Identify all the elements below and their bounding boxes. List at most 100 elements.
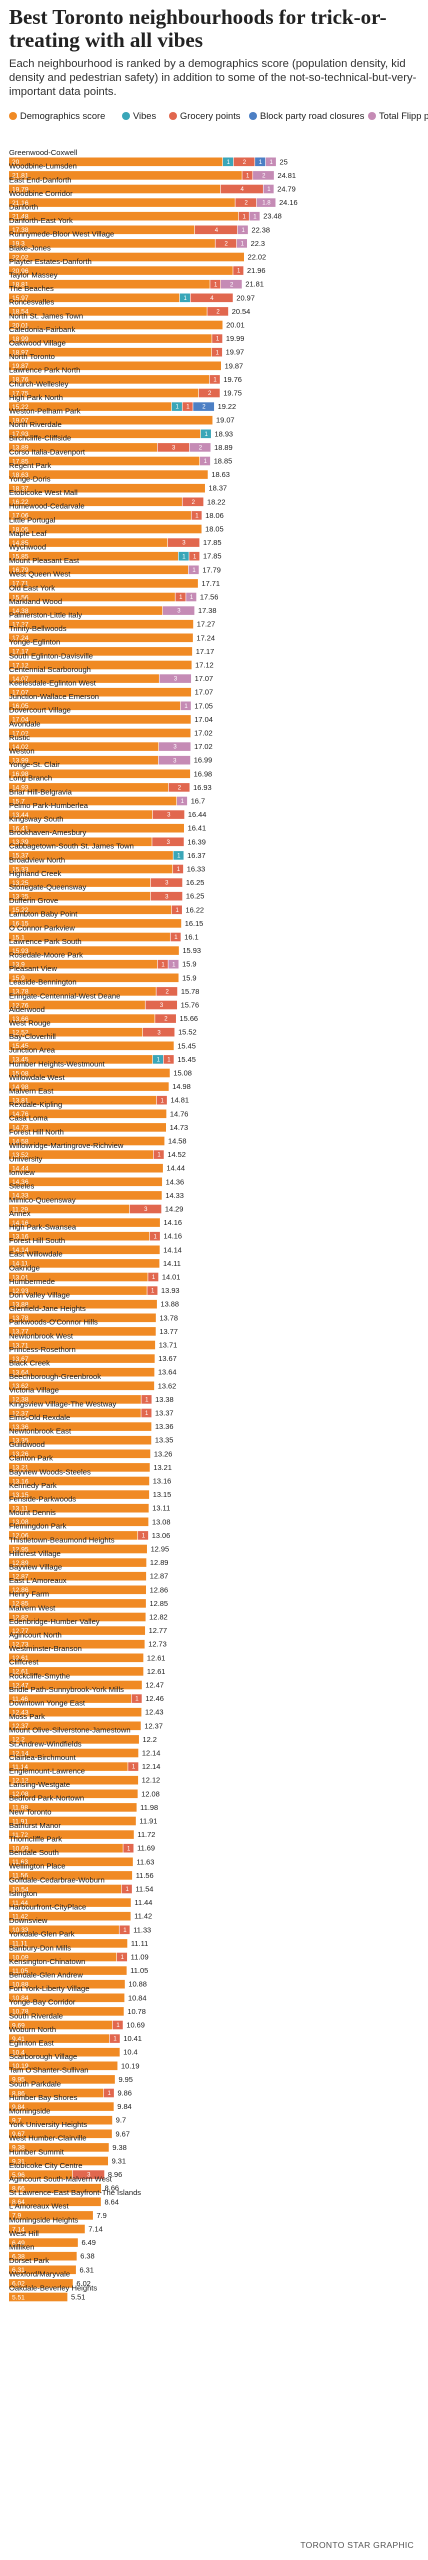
total-value-label: 16.98 xyxy=(194,769,213,778)
segment-value-label: 1 xyxy=(241,228,245,234)
bar-segment-demographics xyxy=(9,1272,148,1282)
row-label: Kensington-Chinatown xyxy=(9,1957,85,1966)
total-value-label: 12.61 xyxy=(147,1667,166,1676)
total-value-label: 11.42 xyxy=(134,1912,152,1921)
row-label: Cabbagetown-South St. James Town xyxy=(9,842,134,851)
total-value-label: 13.62 xyxy=(158,1381,177,1390)
segment-value-label: 11.46 xyxy=(12,1696,28,1703)
row-label: Lawrence Park North xyxy=(9,366,80,375)
segment-value-label: 17.04 xyxy=(12,717,29,724)
total-value-label: 14.73 xyxy=(170,1123,189,1132)
total-value-label: 17.02 xyxy=(194,729,213,738)
total-value-label: 9.31 xyxy=(112,2157,126,2166)
bar-segment-vibes xyxy=(179,293,190,303)
bar-segment-demographics xyxy=(9,1558,147,1567)
total-value-label: 9.86 xyxy=(118,2089,132,2098)
segment-value-label: 3 xyxy=(172,446,176,452)
bar-segment-grocery xyxy=(212,334,223,343)
bar-segment-demographics xyxy=(9,2061,118,2071)
total-value-label: 14.81 xyxy=(170,1096,189,1105)
bar-segment-demographics xyxy=(9,1694,132,1703)
row-label: Scarborough Village xyxy=(9,2052,77,2061)
segment-value-label: 2 xyxy=(165,990,169,996)
bar-segment-demographics xyxy=(9,2102,114,2111)
bar-segment-demographics xyxy=(9,1163,163,1173)
chart-legend: Demographics score Vibes Grocery points … xyxy=(9,110,428,137)
segment-value-label: 1 xyxy=(182,554,186,560)
total-value-label: 20.01 xyxy=(226,321,245,330)
total-value-label: 17.07 xyxy=(195,688,214,697)
bar-segment-demographics xyxy=(9,2265,76,2275)
bar-segment-demographics xyxy=(9,1735,139,1744)
bar-segment-demographics xyxy=(9,2034,110,2043)
segment-value-label: 13.45 xyxy=(12,1057,29,1064)
bar-segment-demographics xyxy=(9,1449,151,1459)
bar-segment-demographics xyxy=(9,1993,125,2003)
segment-value-label: 1 xyxy=(243,214,247,220)
bar-segment-grocery xyxy=(103,2088,114,2098)
row-label: Briar Hill-Belgravia xyxy=(9,787,73,796)
total-value-label: 16.39 xyxy=(187,837,206,846)
total-value-label: 16.15 xyxy=(185,919,204,928)
bar-segment-flipp xyxy=(253,171,274,180)
total-value-label: 19.75 xyxy=(223,389,242,398)
legend-label-grocery: Grocery points xyxy=(180,111,241,121)
total-value-label: 11.72 xyxy=(137,1830,155,1839)
segment-value-label: 2 xyxy=(225,242,229,248)
total-value-label: 11.98 xyxy=(140,1803,158,1812)
segment-value-label: 2 xyxy=(164,1017,168,1023)
total-value-label: 24.81 xyxy=(277,171,296,180)
segment-value-label: 12.82 xyxy=(12,1614,29,1621)
row-label: Avondale xyxy=(9,719,41,728)
row-label: Kingsview Village-The Westway xyxy=(9,1399,117,1408)
chart-subtitle: Each neighbourhood is ranked by a demogr… xyxy=(9,58,417,99)
bar-segment-demographics xyxy=(9,1667,144,1676)
bar-segment-grocery xyxy=(131,1694,142,1703)
total-value-label: 19.07 xyxy=(216,416,235,425)
bar-segment-demographics xyxy=(9,2129,112,2139)
bar-segment-grocery xyxy=(170,932,181,942)
row-label: Beechborough-Greenbrook xyxy=(9,1372,101,1381)
bar-segment-grocery xyxy=(141,1395,152,1404)
bar-segment-demographics xyxy=(9,1979,125,1989)
bar-segment-demographics xyxy=(9,701,181,711)
segment-value-label: 1 xyxy=(179,595,183,601)
total-value-label: 11.69 xyxy=(137,1844,155,1853)
total-value-label: 17.12 xyxy=(195,661,214,670)
legend-label-vibes: Vibes xyxy=(133,111,157,121)
bar-segment-demographics xyxy=(9,1068,170,1078)
segment-value-label: 13.77 xyxy=(12,1329,29,1336)
total-value-label: 12.37 xyxy=(144,1721,163,1730)
row-label: Flemingdon Park xyxy=(9,1522,67,1531)
segment-value-label: 1 xyxy=(157,1153,161,1159)
segment-value-label: 1 xyxy=(216,337,220,343)
total-value-label: 18.85 xyxy=(214,457,233,466)
segment-value-label: 1 xyxy=(135,1697,139,1703)
segment-value-label: 8.66 xyxy=(12,2186,25,2193)
bar-segment-demographics xyxy=(9,2143,109,2152)
bar-segment-demographics xyxy=(9,171,242,180)
total-value-label: 17.17 xyxy=(196,647,215,656)
segment-value-label: 17.06 xyxy=(12,513,29,520)
segment-value-label: 1 xyxy=(151,1289,155,1295)
bar-segment-demographics xyxy=(9,1340,156,1350)
bar-segment-demographics xyxy=(9,1218,160,1227)
bar-segment-demographics xyxy=(9,266,233,275)
segment-value-label: 12.73 xyxy=(12,1642,29,1649)
bar-segment-demographics xyxy=(9,470,208,479)
total-value-label: 17.71 xyxy=(201,579,220,588)
segment-value-label: 13.25 xyxy=(12,894,29,901)
segment-value-label: 6.02 xyxy=(12,2281,25,2288)
total-value-label: 17.85 xyxy=(203,552,222,561)
bar-segment-demographics xyxy=(9,1231,150,1241)
total-value-label: 14.98 xyxy=(172,1082,191,1091)
total-value-label: 21.96 xyxy=(247,266,265,275)
bar-segment-grocery xyxy=(148,1272,159,1282)
row-label: Newtonbrook West xyxy=(9,1331,74,1340)
total-value-label: 8.64 xyxy=(104,2197,118,2206)
total-value-label: 19.87 xyxy=(225,361,244,370)
segment-value-label: 20.96 xyxy=(12,268,29,275)
segment-value-label: 1 xyxy=(121,1955,125,1961)
row-label: Birchcliffe-Cliffside xyxy=(9,434,71,443)
row-label: Rexdale-Kipling xyxy=(9,1100,62,1109)
